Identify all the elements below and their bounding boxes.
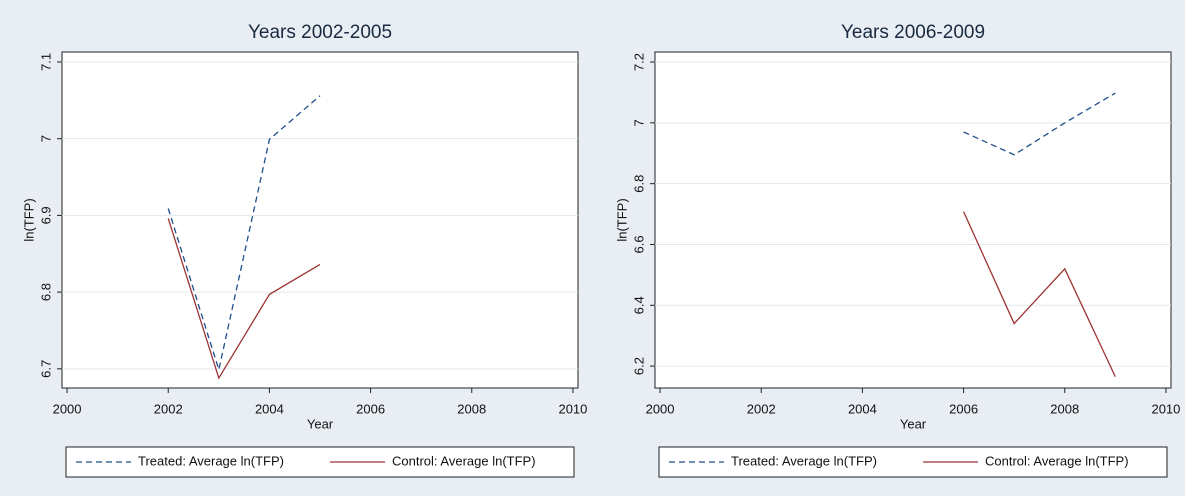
y-tick-label: 6.7: [38, 360, 53, 378]
x-tick-label: 2008: [457, 401, 486, 416]
y-tick-label: 6.4: [631, 296, 646, 314]
x-tick-label: 2002: [747, 401, 776, 416]
legend-label: Treated: Average ln(TFP): [731, 453, 877, 468]
x-axis-label: Year: [900, 416, 927, 431]
legend: [658, 446, 1168, 478]
x-tick-label: 2004: [255, 401, 284, 416]
y-tick-label: 6.2: [631, 357, 646, 375]
y-tick-label: 7.1: [38, 53, 53, 71]
y-tick-label: 7: [631, 119, 646, 126]
y-tick-label: 6.6: [631, 235, 646, 253]
plot-area: [654, 51, 1172, 389]
legend: [65, 446, 575, 478]
x-axis-label: Year: [307, 416, 334, 431]
y-tick-label: 6.8: [38, 283, 53, 301]
x-tick-label: 2000: [53, 401, 82, 416]
y-tick-label: 6.9: [38, 206, 53, 224]
x-tick-label: 2006: [949, 401, 978, 416]
chart-title: Years 2006-2009: [841, 22, 985, 43]
series-line: [962, 211, 1116, 378]
x-tick-label: 2010: [1151, 401, 1180, 416]
plot-area: [61, 51, 579, 389]
y-tick-label: 7.2: [631, 53, 646, 71]
x-tick-label: 2006: [356, 401, 385, 416]
series-line: [963, 92, 1116, 156]
legend-label: Treated: Average ln(TFP): [138, 453, 284, 468]
legend-label: Control: Average ln(TFP): [985, 453, 1129, 468]
x-tick-label: 2002: [154, 401, 183, 416]
x-tick-label: 2008: [1050, 401, 1079, 416]
chart-title: Years 2002-2005: [248, 22, 392, 43]
series-line: [167, 218, 321, 380]
y-tick-label: 6.8: [631, 175, 646, 193]
y-axis-label: ln(TFP): [21, 198, 36, 241]
x-tick-label: 2010: [558, 401, 587, 416]
x-tick-label: 2004: [848, 401, 877, 416]
x-tick-label: 2000: [646, 401, 675, 416]
legend-label: Control: Average ln(TFP): [392, 453, 536, 468]
y-axis-label: ln(TFP): [614, 198, 629, 241]
y-tick-label: 7: [38, 135, 53, 142]
series-line: [167, 95, 321, 373]
